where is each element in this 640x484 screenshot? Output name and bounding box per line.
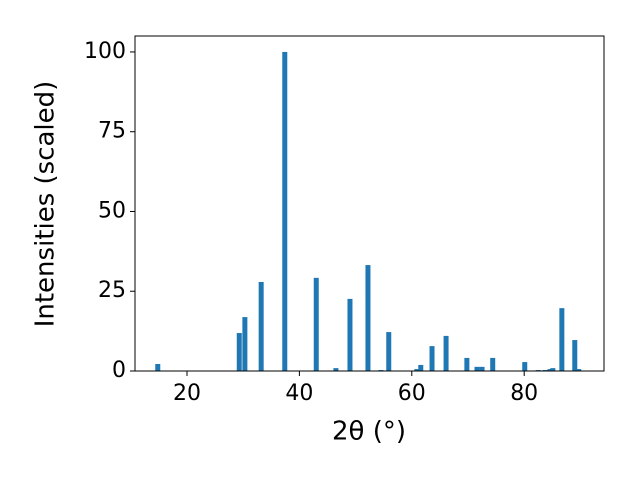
bar <box>418 364 424 371</box>
x-tick-label: 40 <box>285 381 313 406</box>
bar <box>474 366 480 371</box>
bar <box>443 335 449 371</box>
bar <box>464 357 470 371</box>
bar <box>550 368 556 371</box>
x-tick-label: 20 <box>173 381 201 406</box>
y-tick-label: 25 <box>98 278 126 303</box>
bar <box>414 369 420 371</box>
x-axis-label: 2θ (°) <box>332 417 406 447</box>
bar <box>236 333 242 371</box>
bar <box>313 277 319 371</box>
plot-frame <box>134 35 605 372</box>
y-tick-label: 100 <box>84 39 126 64</box>
bar <box>347 298 353 371</box>
bar <box>365 265 371 371</box>
bar <box>386 332 392 371</box>
y-axis-label: Intensities (scaled) <box>31 81 61 328</box>
bar <box>282 51 288 371</box>
y-tick-label: 50 <box>98 198 126 223</box>
bar <box>572 340 578 371</box>
bar <box>479 366 485 371</box>
bar <box>155 363 161 371</box>
bar <box>333 368 339 371</box>
bar <box>429 346 435 371</box>
x-tick-label: 80 <box>510 381 538 406</box>
bar <box>547 369 553 371</box>
bar <box>559 308 565 371</box>
bar <box>490 357 496 371</box>
bar <box>576 369 582 371</box>
bar <box>522 362 528 371</box>
y-tick-label: 75 <box>98 119 126 144</box>
bar <box>258 281 264 371</box>
y-tick-label: 0 <box>112 358 126 383</box>
bar <box>242 317 248 371</box>
x-tick-label: 60 <box>398 381 426 406</box>
